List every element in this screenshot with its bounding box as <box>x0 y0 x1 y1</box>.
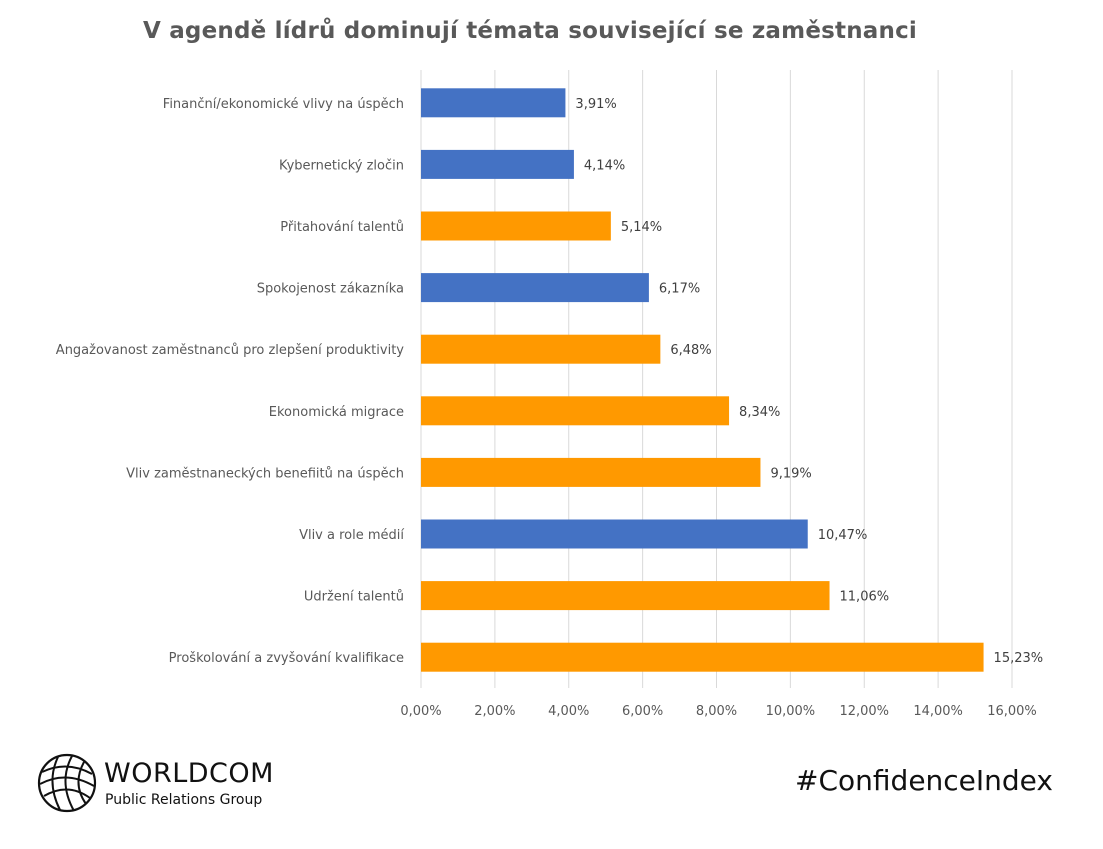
x-tick-label: 4,00% <box>548 704 589 719</box>
category-label: Finanční/ekonomické vlivy na úspěch <box>163 97 404 112</box>
x-tick-label: 6,00% <box>622 704 663 719</box>
category-label: Udržení talentů <box>304 590 404 605</box>
worldcom-logo: WORLDCOM Public Relations Group <box>36 752 296 822</box>
data-label: 9,19% <box>770 466 811 481</box>
bar <box>421 211 611 241</box>
bar <box>421 334 661 364</box>
x-tick-label: 0,00% <box>400 704 441 719</box>
category-label: Spokojenost zákazníka <box>257 282 404 297</box>
category-label: Angažovanost zaměstnanců pro zlepšení pr… <box>56 343 405 358</box>
x-tick-label: 14,00% <box>913 704 963 719</box>
data-label: 4,14% <box>584 158 625 173</box>
bar <box>421 396 730 426</box>
category-label: Kybernetický zločin <box>279 158 404 173</box>
logo-subtitle: Public Relations Group <box>105 792 263 808</box>
x-tick-label: 8,00% <box>696 704 737 719</box>
data-label: 6,17% <box>659 282 700 297</box>
category-label: Vliv zaměstnaneckých benefiitů na úspěch <box>126 466 404 481</box>
x-tick-label: 10,00% <box>766 704 816 719</box>
bar <box>421 581 830 611</box>
data-label: 6,48% <box>670 343 711 358</box>
bar <box>421 149 574 179</box>
category-label: Ekonomická migrace <box>269 405 404 420</box>
bar <box>421 273 649 303</box>
chart-title: V agendě lídrů dominují témata souvisejí… <box>143 18 917 44</box>
bar <box>421 88 566 118</box>
data-label: 3,91% <box>575 97 616 112</box>
category-label: Proškolování a zvyšování kvalifikace <box>169 651 404 666</box>
bar <box>421 642 984 672</box>
hashtag-text: #ConfidenceIndex <box>795 764 1053 797</box>
globe-logo-icon <box>37 753 97 813</box>
data-label: 11,06% <box>840 590 890 605</box>
x-tick-label: 16,00% <box>987 704 1037 719</box>
data-label: 5,14% <box>621 220 662 235</box>
bar <box>421 457 761 487</box>
bar-chart: 0,00% 2,00% 4,00% 6,00% 8,00% 10,00% 12,00% 14,… <box>56 70 1044 719</box>
data-label: 8,34% <box>739 405 780 420</box>
data-label: 10,47% <box>818 528 868 543</box>
logo-wordmark: WORLDCOM <box>104 758 274 789</box>
category-label: Přitahování talentů <box>280 220 404 235</box>
data-label: 15,23% <box>994 651 1044 666</box>
category-label: Vliv a role médií <box>299 528 404 543</box>
x-tick-label: 2,00% <box>474 704 515 719</box>
x-tick-label: 12,00% <box>839 704 889 719</box>
bar <box>421 519 808 549</box>
